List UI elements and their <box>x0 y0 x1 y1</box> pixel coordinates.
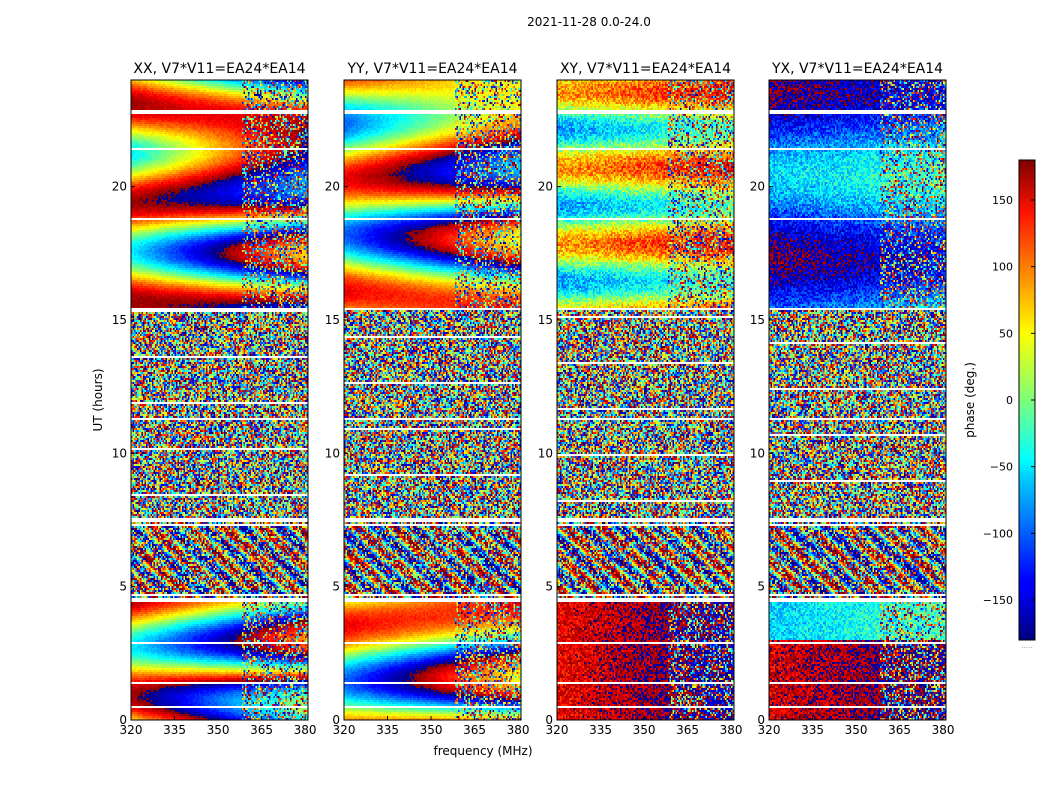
colorbar-tick-label: −50 <box>990 461 1013 474</box>
heatmap-image <box>344 80 521 720</box>
y-axis-label: UT (hours) <box>91 368 105 431</box>
x-tick-label: 320 <box>758 723 781 737</box>
axes-frame <box>768 79 947 721</box>
y-tick-label: 0 <box>332 713 340 727</box>
x-tick-label: 350 <box>633 723 656 737</box>
heatmap-panels: XX, V7*V11=EA24*EA14 320 335 350 365 380 0 5 10 1… <box>112 61 955 737</box>
colorbar: phase (deg.) ..... 150 100 50 0 −50 −100 −150 <box>963 159 1036 650</box>
colorbar-label: phase (deg.) <box>963 362 977 438</box>
x-tick-label: 365 <box>888 723 911 737</box>
y-tick-label: 20 <box>325 180 340 194</box>
axes-frame <box>130 79 309 721</box>
y-tick-label: 0 <box>119 713 127 727</box>
x-tick-label: 350 <box>420 723 443 737</box>
y-tick-label: 5 <box>757 580 765 594</box>
panel-title: XY, V7*V11=EA24*EA14 <box>560 61 731 77</box>
x-tick-label: 365 <box>676 723 699 737</box>
y-tick-label: 10 <box>112 446 127 460</box>
x-tick-label: 320 <box>546 723 569 737</box>
x-tick-label: 380 <box>507 723 530 737</box>
panel-title: XX, V7*V11=EA24*EA14 <box>133 61 305 77</box>
x-tick-label: 320 <box>120 723 143 737</box>
x-tick-label: 335 <box>163 723 186 737</box>
heatmap-image-container <box>557 80 734 720</box>
colorbar-tick-label: −100 <box>983 527 1013 540</box>
heatmap-image <box>131 80 308 720</box>
x-tick-label: 380 <box>932 723 955 737</box>
x-tick-label: 320 <box>333 723 356 737</box>
y-tick-label: 10 <box>538 446 553 460</box>
figure-suptitle: 2021-11-28 0.0-24.0 <box>527 15 651 29</box>
x-tick-label: 350 <box>207 723 230 737</box>
heatmap-image <box>769 80 946 720</box>
heatmap-image-container <box>344 80 521 720</box>
colorbar-tick-label: 50 <box>999 327 1013 340</box>
y-tick-label: 20 <box>538 180 553 194</box>
heatmap-panel: YY, V7*V11=EA24*EA14 320 335 350 365 380 0 5 10 1… <box>325 61 530 737</box>
y-tick-label: 15 <box>750 313 765 327</box>
colorbar-tick-label: −150 <box>983 594 1013 607</box>
heatmap-image-container <box>769 80 946 720</box>
y-tick-label: 10 <box>325 446 340 460</box>
heatmap-image-container <box>131 80 308 720</box>
y-tick-label: 0 <box>757 713 765 727</box>
x-tick-label: 335 <box>801 723 824 737</box>
heatmap-panel: XX, V7*V11=EA24*EA14 320 335 350 365 380 0 5 10 1… <box>112 61 317 737</box>
x-tick-label: 335 <box>376 723 399 737</box>
axes-frame <box>343 79 522 721</box>
x-tick-label: 380 <box>294 723 317 737</box>
y-tick-label: 15 <box>538 313 553 327</box>
heatmap-image <box>557 80 734 720</box>
y-tick-label: 0 <box>545 713 553 727</box>
y-tick-label: 10 <box>750 446 765 460</box>
y-tick-label: 15 <box>112 313 127 327</box>
y-tick-label: 20 <box>750 180 765 194</box>
colorbar-extend-marker: ..... <box>1021 642 1032 650</box>
axes-frame <box>556 79 735 721</box>
panel-title: YX, V7*V11=EA24*EA14 <box>771 61 943 77</box>
y-tick-label: 5 <box>332 580 340 594</box>
y-tick-label: 5 <box>545 580 553 594</box>
x-tick-label: 380 <box>720 723 743 737</box>
heatmap-panel: XY, V7*V11=EA24*EA14 320 335 350 365 380 0 5 10 1… <box>538 61 743 737</box>
colorbar-tick-label: 100 <box>992 261 1013 274</box>
x-tick-label: 365 <box>463 723 486 737</box>
colorbar-tick-label: 150 <box>992 194 1013 207</box>
y-tick-label: 15 <box>325 313 340 327</box>
colorbar-tick-label: 0 <box>1006 394 1013 407</box>
x-tick-label: 335 <box>589 723 612 737</box>
x-axis-label: frequency (MHz) <box>433 744 532 758</box>
x-tick-label: 365 <box>250 723 273 737</box>
y-tick-label: 20 <box>112 180 127 194</box>
panel-title: YY, V7*V11=EA24*EA14 <box>346 61 517 77</box>
x-tick-label: 350 <box>845 723 868 737</box>
y-tick-label: 5 <box>119 580 127 594</box>
heatmap-panel: YX, V7*V11=EA24*EA14 320 335 350 365 380 0 5 10 1… <box>750 61 955 737</box>
